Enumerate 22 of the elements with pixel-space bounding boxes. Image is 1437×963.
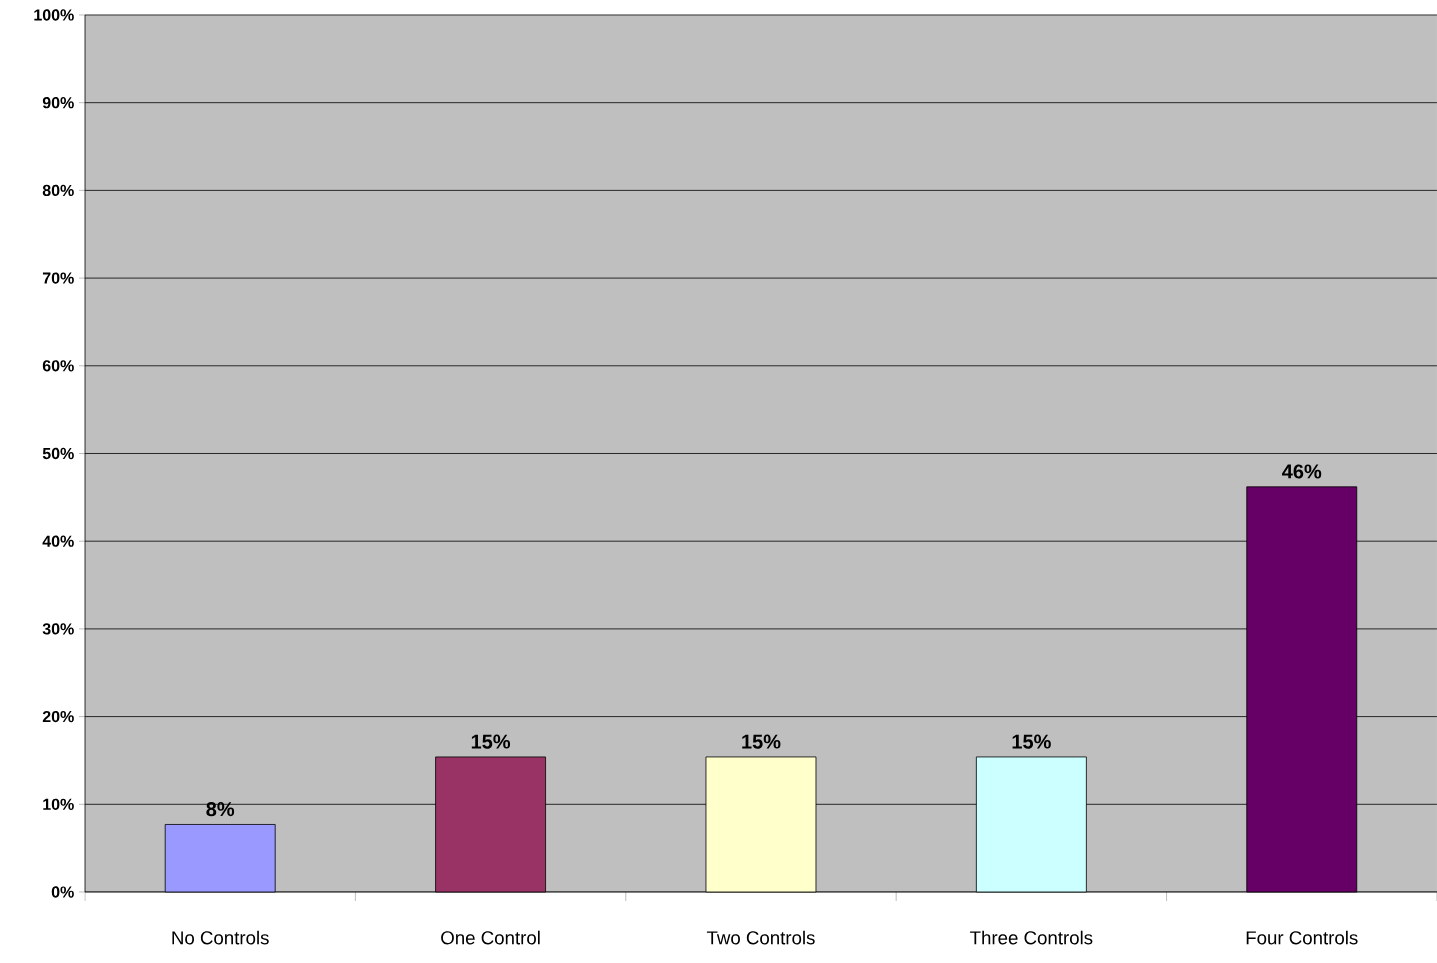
bar — [164, 824, 276, 893]
y-tick-label: 100% — [34, 9, 74, 21]
x-tick-label: Two Controls — [706, 930, 815, 945]
data-label: 46% — [1282, 464, 1322, 479]
y-tick-label: 10% — [43, 798, 74, 810]
y-tick-label: 30% — [42, 623, 74, 635]
x-tick-label: One Control — [441, 930, 540, 945]
x-tick-label: Three Controls — [970, 930, 1093, 945]
y-tick-label: 50% — [42, 447, 74, 460]
y-tick-label: 90% — [42, 97, 74, 109]
y-tick-label: 40% — [42, 535, 74, 547]
y-tick-label: 60% — [42, 360, 74, 372]
y-tick-label: 70% — [42, 272, 74, 284]
y-tick-label: 20% — [42, 710, 74, 723]
y-tick-label: 0% — [51, 886, 74, 898]
data-label: 15% — [471, 734, 511, 749]
x-tick-label: Four Controls — [1246, 930, 1358, 945]
data-label: 8% — [206, 802, 235, 817]
data-label: 15% — [1012, 734, 1051, 749]
x-tick-label: No Controls — [172, 930, 269, 945]
data-label: 15% — [742, 734, 781, 749]
y-tick-label: 80% — [42, 184, 74, 197]
